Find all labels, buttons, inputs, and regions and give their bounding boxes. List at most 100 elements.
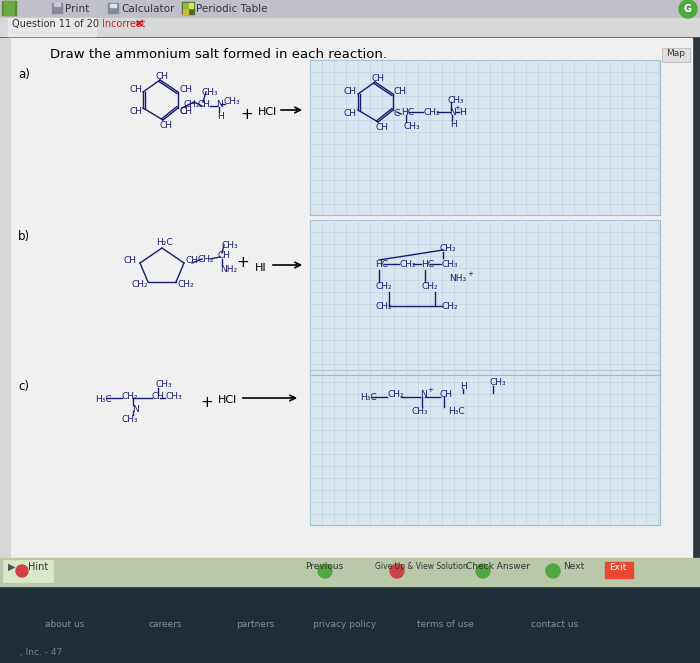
Text: careers: careers: [148, 620, 182, 629]
Text: CH: CH: [371, 74, 384, 83]
Bar: [310, 220, 660, 375]
Circle shape: [390, 564, 404, 578]
Text: H₃C: H₃C: [95, 395, 111, 404]
Text: about us: about us: [46, 620, 85, 629]
Text: Draw the ammonium salt formed in each reaction.: Draw the ammonium salt formed in each re…: [50, 48, 387, 61]
Text: CH₃: CH₃: [224, 97, 241, 106]
Text: N: N: [216, 100, 223, 109]
Text: Map: Map: [666, 49, 685, 58]
Text: contact us: contact us: [531, 620, 579, 629]
Bar: [2, 1, 16, 15]
Text: CH₂: CH₂: [423, 108, 440, 117]
Bar: [662, 48, 690, 62]
Text: Check Answer: Check Answer: [466, 562, 530, 571]
Bar: [0, 0, 700, 18]
Text: N: N: [420, 390, 427, 399]
Text: CH₂: CH₂: [442, 302, 458, 311]
Bar: [54, 2, 60, 6]
Text: Exit: Exit: [609, 563, 626, 572]
Bar: [662, 48, 690, 62]
Text: H: H: [460, 382, 467, 391]
Text: CH₂: CH₂: [376, 302, 393, 311]
Text: CH: CH: [198, 100, 211, 109]
Bar: [3, 560, 53, 582]
Bar: [0, 558, 700, 586]
Text: G: G: [684, 4, 692, 14]
Text: CH: CH: [186, 256, 199, 265]
Text: CH₃: CH₃: [490, 378, 507, 387]
Text: CH₂: CH₂: [399, 260, 416, 269]
Bar: [110, 4, 116, 7]
Text: HCl: HCl: [218, 395, 237, 405]
Text: Incorrect: Incorrect: [102, 19, 146, 29]
Text: CH₂: CH₂: [122, 392, 139, 401]
Text: NH₃: NH₃: [449, 274, 466, 283]
Text: N: N: [132, 405, 139, 414]
Text: CH: CH: [440, 390, 453, 399]
Bar: [0, 38, 10, 558]
Text: +: +: [236, 255, 248, 270]
Text: HCl: HCl: [258, 107, 277, 117]
Text: CH: CH: [218, 251, 231, 260]
Bar: [310, 370, 660, 525]
Text: c): c): [18, 380, 29, 393]
Text: Hint: Hint: [28, 562, 48, 572]
Text: CH₂: CH₂: [178, 280, 195, 289]
Text: Next: Next: [563, 562, 584, 571]
Text: H₂C: H₂C: [156, 238, 173, 247]
Text: CH₃: CH₃: [155, 380, 172, 389]
Text: CH: CH: [152, 392, 165, 401]
Text: HI: HI: [255, 263, 267, 273]
Text: CH: CH: [129, 85, 142, 94]
Bar: [183, 3, 188, 8]
Text: CH: CH: [344, 109, 357, 118]
Text: HC: HC: [421, 260, 434, 269]
Text: CH: CH: [375, 123, 388, 132]
Text: C: C: [179, 107, 186, 116]
Text: Question 11 of 20: Question 11 of 20: [12, 19, 99, 29]
Bar: [183, 9, 188, 14]
Text: C: C: [394, 109, 400, 118]
Circle shape: [679, 0, 697, 18]
Text: HC: HC: [401, 108, 414, 117]
Text: H₃C: H₃C: [360, 393, 377, 402]
Text: CH₃: CH₃: [441, 260, 458, 269]
Text: CH₂: CH₂: [387, 390, 404, 399]
Circle shape: [476, 564, 490, 578]
Text: b): b): [18, 230, 30, 243]
Text: Print: Print: [65, 4, 90, 14]
Text: CH: CH: [156, 72, 169, 81]
Text: CH₃: CH₃: [403, 122, 419, 131]
Text: CH: CH: [344, 87, 357, 96]
Text: CH: CH: [160, 121, 173, 130]
Bar: [310, 370, 660, 525]
Text: CH₂: CH₂: [198, 255, 215, 264]
Text: CH₃: CH₃: [222, 241, 239, 250]
Text: +: +: [240, 107, 253, 122]
Text: CH₂: CH₂: [440, 244, 456, 253]
Text: CH: CH: [394, 87, 407, 96]
Text: N: N: [449, 108, 456, 117]
Bar: [0, 18, 700, 36]
Text: H: H: [450, 120, 456, 129]
Bar: [0, 588, 700, 663]
Text: HC: HC: [375, 260, 388, 269]
Text: a): a): [18, 68, 30, 81]
Text: terms of use: terms of use: [416, 620, 473, 629]
Bar: [310, 60, 660, 215]
Text: H₃C: H₃C: [448, 407, 465, 416]
Bar: [310, 60, 660, 215]
Bar: [8, 38, 692, 558]
Text: CH₃: CH₃: [412, 407, 428, 416]
Text: CH₂: CH₂: [375, 282, 391, 291]
Text: CH: CH: [129, 107, 142, 116]
Bar: [310, 220, 660, 375]
Text: CH₃: CH₃: [201, 88, 218, 97]
Text: CH₂: CH₂: [184, 100, 201, 109]
Text: ▶: ▶: [8, 562, 15, 572]
Text: +: +: [467, 271, 473, 277]
Bar: [4, 1, 14, 15]
Text: , Inc. - 47: , Inc. - 47: [20, 648, 62, 657]
Bar: [52, 3, 62, 13]
Text: CH: CH: [124, 256, 137, 265]
